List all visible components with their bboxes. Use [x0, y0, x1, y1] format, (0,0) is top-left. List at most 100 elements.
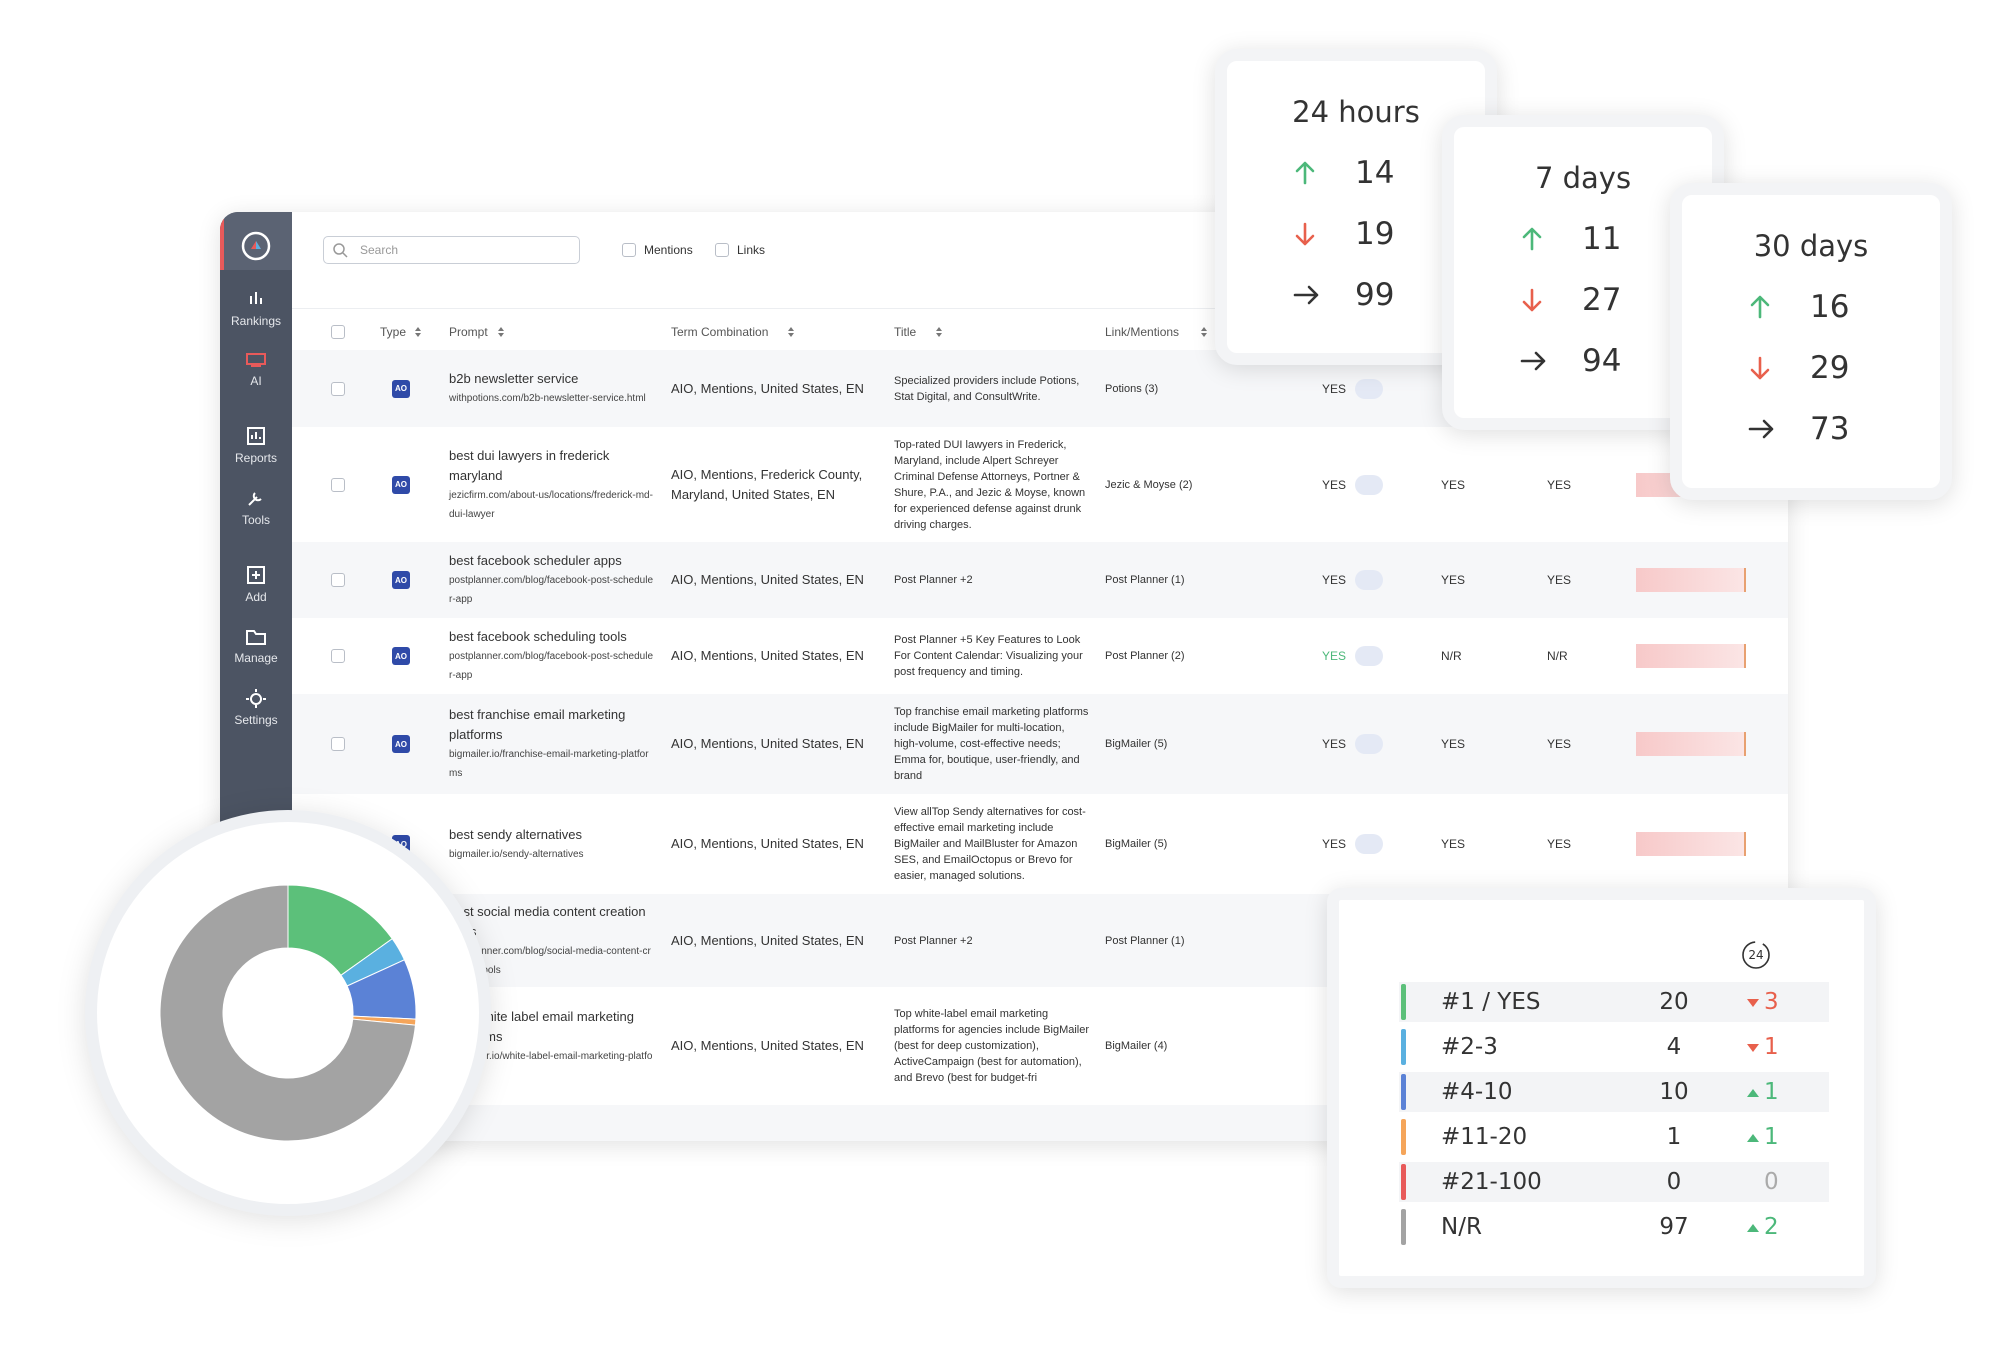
search-box[interactable]: Search	[323, 236, 580, 264]
nav-item[interactable]: Manage	[234, 651, 278, 665]
sort-arrows	[787, 327, 794, 337]
title: View allTop Sendy alternatives for cost-…	[894, 806, 1086, 882]
range-count: 0	[1666, 1169, 1682, 1195]
range-label: #2-3	[1441, 1034, 1498, 1060]
trend-arrow	[1295, 222, 1315, 246]
nav-icon-shape	[246, 353, 266, 367]
donut-frame	[85, 810, 491, 1216]
nav-icon	[246, 630, 266, 645]
select-all[interactable]	[331, 325, 345, 339]
link: Post Planner (1)	[1105, 934, 1185, 947]
column-header[interactable]: Prompt	[449, 325, 488, 339]
card-title: 7 days	[1534, 161, 1632, 195]
nav-icon-shape	[246, 630, 266, 645]
search-icon	[333, 243, 348, 258]
term: AIO, Mentions, United States, EN	[671, 836, 864, 851]
prompt-url: postplanner.com/blog/facebook-post-sched…	[449, 651, 654, 681]
term: AIO, Mentions, United States, EN	[671, 572, 864, 587]
trend-arrow	[1750, 295, 1770, 319]
term: AIO, Mentions, United States, EN	[671, 380, 864, 396]
column-header[interactable]: Link/Mentions	[1105, 325, 1180, 339]
type-badge: AO	[392, 647, 410, 665]
row-checkbox[interactable]	[331, 477, 345, 492]
trend-count: 11	[1582, 221, 1622, 257]
column-header[interactable]: Title	[894, 325, 917, 339]
sort-icon	[1201, 327, 1208, 337]
range-count: 1	[1666, 1124, 1682, 1150]
table-row: AO best facebook scheduling tools postplan…	[292, 618, 1788, 694]
nav-item[interactable]: Settings	[234, 713, 278, 727]
details-button[interactable]	[1355, 474, 1383, 495]
nav-item[interactable]: AI	[250, 374, 262, 388]
nav-icon	[246, 689, 266, 708]
filter-checkbox[interactable]	[622, 243, 636, 257]
period-icon: 24	[1742, 941, 1770, 969]
table-row: AO best facebook scheduler apps postplanne…	[292, 542, 1788, 618]
prompt-cell: b2b newsletter service withpotions.com/b2…	[449, 350, 654, 427]
title: Post Planner +5 Key Features to Look For…	[894, 634, 1083, 678]
filter-label: Mentions	[644, 243, 693, 257]
term: AIO, Mentions, Frederick County, Marylan…	[671, 466, 863, 502]
nav-icon	[247, 427, 265, 445]
card-title: 24 hours	[1292, 95, 1420, 129]
nav-icon-shape	[247, 427, 265, 445]
prompt[interactable]: best franchise email marketing platforms	[449, 707, 626, 742]
range-count: 10	[1659, 1079, 1689, 1105]
trend-arrow	[1295, 161, 1315, 185]
trend-arrow	[1522, 227, 1542, 251]
nav-icon	[247, 566, 265, 584]
nav-item[interactable]: Add	[245, 590, 267, 604]
details-button[interactable]	[1355, 646, 1383, 666]
type-badge: AO	[392, 571, 410, 589]
link: Jezic & Moyse (2)	[1105, 478, 1193, 491]
details-button[interactable]	[1355, 378, 1383, 399]
row-checkbox[interactable]	[331, 737, 345, 751]
trend-arrow	[1293, 285, 1319, 305]
nav-icon-shape	[246, 689, 266, 708]
period-label: 24	[1748, 948, 1763, 962]
trend-count: 14	[1355, 155, 1395, 191]
prompt[interactable]: best facebook scheduler apps	[449, 553, 622, 568]
table-row: AO best franchise email marketing platfor…	[292, 694, 1788, 794]
distribution-card: 24 #1 / YES 20 3 #2-3 4 1 #4-10 10 1 #11-20 1 1 #21-…	[1327, 888, 1876, 1288]
link: Potions (3)	[1105, 382, 1159, 395]
row-checkbox[interactable]	[331, 573, 345, 587]
details-button[interactable]	[1355, 834, 1383, 854]
nav-item[interactable]: Tools	[241, 513, 270, 527]
arrow-shape	[1748, 419, 1774, 439]
trend-count: 27	[1582, 282, 1622, 318]
prompt-url: withpotions.com/b2b-newsletter-service.h…	[449, 393, 646, 404]
row-checkbox[interactable]	[331, 649, 345, 663]
prompt[interactable]: best facebook scheduling tools	[449, 629, 627, 644]
color-bar	[1401, 1209, 1406, 1245]
nav-item[interactable]: Reports	[234, 451, 278, 465]
prompt-url: postplanner.com/blog/facebook-post-sched…	[449, 575, 654, 605]
details-button[interactable]	[1355, 570, 1383, 590]
column-header[interactable]: Term Combination	[671, 325, 769, 339]
title: Post Planner +2	[894, 574, 973, 586]
prompt[interactable]: best sendy alternatives	[449, 826, 582, 842]
row-checkbox[interactable]	[331, 381, 345, 396]
column-header[interactable]: Type	[380, 325, 407, 339]
link: Post Planner (2)	[1105, 650, 1185, 662]
title: Top-rated DUI lawyers in Frederick, Mary…	[894, 438, 1086, 531]
status-3: YES	[1547, 477, 1572, 492]
prompt[interactable]: best dui lawyers in frederick maryland	[449, 447, 610, 483]
status-1: YES	[1322, 381, 1347, 396]
table-row: AO best sendy alternatives bigmailer.io/se…	[292, 794, 1788, 894]
prompt[interactable]: b2b newsletter service	[449, 371, 579, 386]
type-badge: AO	[392, 475, 410, 494]
range-label: N/R	[1441, 1214, 1482, 1240]
filter-checkbox[interactable]	[715, 243, 729, 257]
link: Post Planner (1)	[1105, 574, 1185, 586]
change-arrow	[1747, 1224, 1759, 1232]
title: Top white-label email marketing platform…	[894, 1008, 1090, 1084]
change-value: 1	[1764, 1034, 1779, 1060]
arrow-shape	[1522, 227, 1542, 251]
details-button[interactable]	[1355, 734, 1383, 754]
nav-item[interactable]: Rankings	[230, 314, 282, 328]
range-label: #11-20	[1441, 1124, 1528, 1150]
prompt-url: bigmailer.io/sendy-alternatives	[449, 848, 584, 860]
